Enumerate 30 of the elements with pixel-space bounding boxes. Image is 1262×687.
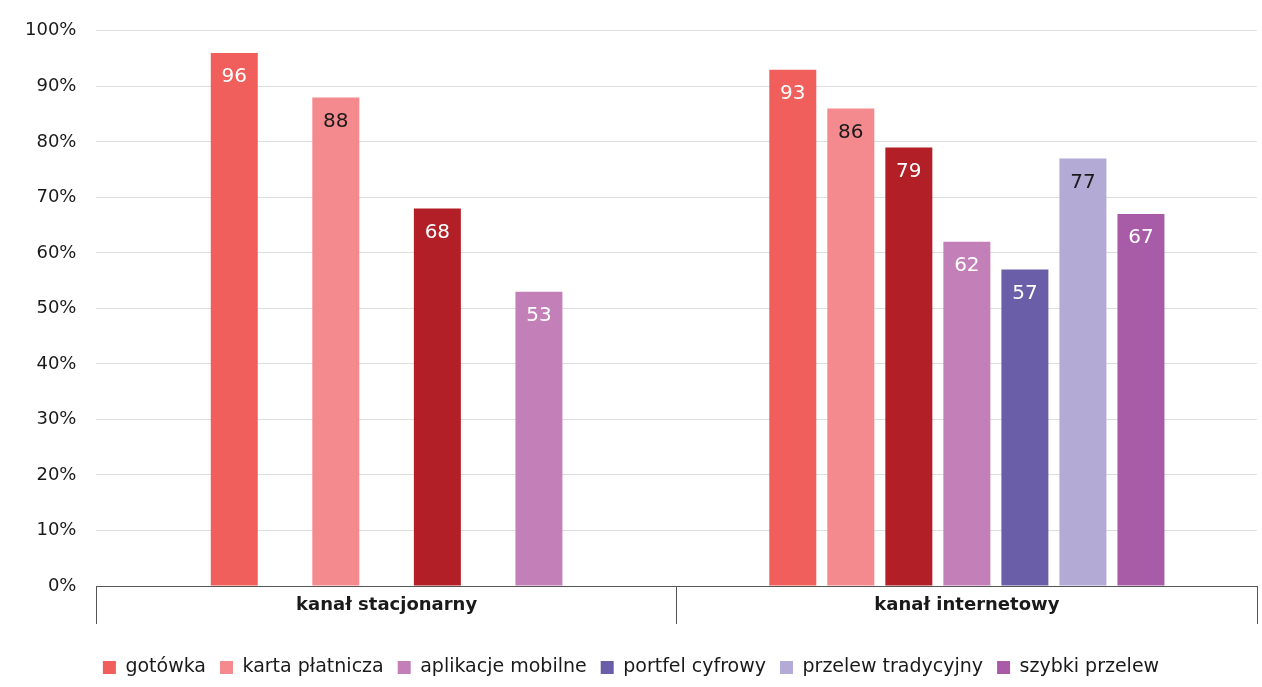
- y-tick-label: 50%: [36, 296, 77, 318]
- y-tick-label: 40%: [36, 351, 77, 373]
- legend-label: aplikacje mobilne: [420, 654, 587, 677]
- y-tick-label: 60%: [36, 240, 77, 262]
- legend-label: gotówka: [125, 654, 207, 677]
- data-label: 86: [838, 118, 864, 143]
- y-tick-label: 30%: [36, 407, 77, 429]
- data-label: 88: [323, 107, 349, 132]
- x-tick-label: kanał internetowy: [874, 593, 1060, 615]
- data-label: 79: [896, 157, 922, 182]
- y-tick-label: 70%: [36, 185, 77, 207]
- y-tick-label: 10%: [36, 518, 77, 540]
- data-label: 57: [1012, 279, 1038, 304]
- y-tick-label: 100%: [24, 18, 77, 40]
- data-label: 93: [780, 79, 806, 104]
- data-label: 77: [1070, 168, 1096, 193]
- data-label: 68: [424, 218, 451, 243]
- data-label: 96: [221, 63, 247, 88]
- x-tick-label: kanał stacjonarny: [296, 593, 478, 615]
- y-tick-label: 20%: [36, 462, 77, 484]
- legend-label: portfel cyfrowy: [623, 654, 767, 677]
- data-label: 53: [526, 301, 552, 326]
- legend-label: szybki przelew: [1019, 654, 1160, 677]
- legend-label: karta płatnicza: [242, 654, 384, 677]
- legend-label: przelew tradycyjny: [802, 654, 984, 677]
- y-tick-label: 0%: [47, 573, 77, 595]
- y-tick-label: 80%: [36, 129, 77, 151]
- data-label: 62: [954, 251, 980, 276]
- y-tick-label: 90%: [36, 73, 77, 95]
- data-label: 67: [1128, 224, 1154, 249]
